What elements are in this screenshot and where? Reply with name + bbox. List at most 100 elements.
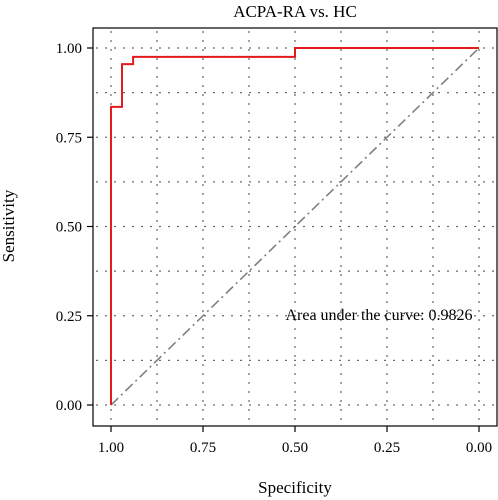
- grid-dot: [294, 301, 296, 303]
- grid-dot: [432, 265, 434, 267]
- grid-dot: [432, 211, 434, 213]
- grid-dot: [375, 315, 377, 317]
- grid-dot: [432, 40, 434, 42]
- grid-dot: [483, 181, 485, 183]
- grid-dot: [110, 85, 112, 87]
- grid-dot: [159, 225, 161, 228]
- grid-dot: [248, 319, 250, 321]
- grid-dot: [294, 355, 296, 357]
- grid-dot: [492, 47, 494, 49]
- grid-dot: [156, 76, 158, 78]
- grid-dot: [105, 136, 107, 138]
- grid-dot: [267, 92, 269, 94]
- grid-dot: [150, 315, 152, 317]
- grid-dot: [429, 92, 431, 94]
- grid-dot: [156, 121, 158, 123]
- grid-dot: [248, 49, 250, 51]
- grid-dot: [202, 157, 204, 159]
- grid-dot: [195, 225, 197, 228]
- grid-dot: [150, 136, 152, 138]
- grid-dot: [276, 270, 278, 272]
- grid-dot: [294, 346, 296, 348]
- grid-dot: [411, 404, 413, 406]
- grid-dot: [186, 359, 188, 361]
- grid-dot: [339, 181, 341, 183]
- grid-dot: [393, 136, 395, 138]
- grid-dot: [248, 121, 250, 123]
- grid-dot: [248, 211, 250, 213]
- grid-dot: [222, 359, 224, 361]
- grid-dot: [150, 270, 152, 272]
- grid-dot: [386, 274, 388, 276]
- grid-dot: [432, 67, 434, 69]
- grid-dot: [240, 315, 242, 317]
- grid-dot: [294, 409, 296, 411]
- grid-dot: [375, 136, 377, 138]
- grid-dot: [195, 404, 197, 406]
- grid-dot: [411, 359, 413, 361]
- grid-dot: [478, 67, 480, 69]
- grid-dot: [96, 404, 98, 406]
- grid-dot: [411, 92, 413, 94]
- grid-dot: [202, 175, 204, 177]
- grid-dot: [231, 92, 233, 94]
- grid-dot: [195, 136, 197, 138]
- grid-dot: [202, 418, 204, 420]
- grid-dot: [357, 92, 359, 94]
- grid-dot: [366, 315, 368, 317]
- grid-dot: [156, 247, 158, 249]
- grid-dot: [386, 391, 388, 393]
- grid-dot: [474, 181, 476, 183]
- grid-dot: [478, 346, 480, 348]
- grid-dot: [456, 315, 458, 317]
- grid-dot: [420, 359, 422, 361]
- grid-dot: [294, 404, 296, 406]
- grid-dot: [248, 148, 250, 150]
- grid-dot: [386, 139, 388, 141]
- grid-dot: [231, 225, 233, 228]
- grid-dot: [159, 404, 161, 406]
- grid-dot: [248, 382, 250, 384]
- grid-dot: [248, 247, 250, 249]
- grid-dot: [249, 181, 251, 183]
- grid-dot: [432, 193, 434, 195]
- grid-dot: [202, 301, 204, 303]
- grid-dot: [429, 270, 431, 272]
- grid-dot: [110, 94, 112, 96]
- grid-dot: [294, 418, 296, 420]
- grid-dot: [366, 270, 368, 272]
- grid-dot: [202, 364, 204, 366]
- grid-dot: [248, 391, 250, 393]
- grid-dot: [478, 148, 480, 150]
- grid-dot: [159, 136, 161, 138]
- grid-dot: [411, 225, 413, 228]
- x-tick-label: 0.50: [282, 440, 308, 456]
- grid-dot: [110, 67, 112, 69]
- grid-dot: [294, 400, 296, 402]
- grid-dot: [294, 148, 296, 150]
- grid-dot: [478, 301, 480, 303]
- grid-dot: [294, 202, 296, 204]
- grid-dot: [267, 359, 269, 361]
- grid-dot: [478, 328, 480, 330]
- grid-dot: [110, 103, 112, 105]
- grid-dot: [258, 136, 260, 138]
- grid-dot: [267, 270, 269, 272]
- grid-dot: [294, 31, 296, 33]
- grid-dot: [202, 238, 204, 240]
- grid-dot: [384, 92, 386, 94]
- grid-dot: [195, 92, 197, 94]
- grid-dot: [366, 404, 368, 406]
- grid-dot: [366, 181, 368, 183]
- grid-dot: [393, 225, 395, 228]
- grid-dot: [202, 229, 204, 231]
- grid-dot: [432, 319, 434, 321]
- grid-dot: [248, 175, 250, 177]
- grid-dot: [478, 166, 480, 168]
- grid-dot: [340, 157, 342, 159]
- grid-dot: [105, 315, 107, 317]
- grid-dot: [340, 139, 342, 141]
- grid-dot: [312, 270, 314, 272]
- grid-dot: [340, 274, 342, 276]
- grid-dot: [132, 47, 134, 49]
